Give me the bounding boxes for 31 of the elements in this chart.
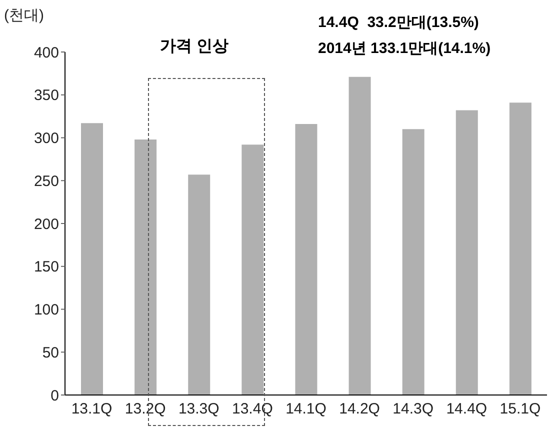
bar bbox=[134, 139, 157, 395]
x-tick-label: 13.1Q bbox=[71, 400, 112, 418]
y-tick-label: 250 bbox=[34, 172, 59, 190]
y-tick-label: 0 bbox=[50, 387, 59, 404]
y-tick-label: 150 bbox=[34, 258, 59, 276]
y-axis-title: (천대) bbox=[4, 6, 44, 25]
y-tick-label: 100 bbox=[34, 302, 59, 319]
bar bbox=[188, 174, 210, 395]
x-tick-label: 14.1Q bbox=[286, 400, 326, 418]
bar bbox=[81, 123, 103, 395]
y-tick-label: 300 bbox=[34, 130, 59, 148]
annotation: 가격 인상 bbox=[160, 37, 228, 57]
x-tick-label: 13.2Q bbox=[124, 400, 166, 418]
x-tick-label: 14.3Q bbox=[392, 400, 434, 418]
text: 14.4Q 33.2만대(13.5%) bbox=[318, 13, 480, 33]
x-tick-label: 15.1Q bbox=[500, 400, 541, 418]
x-tick-label: 13.4Q bbox=[232, 400, 273, 418]
bar bbox=[402, 129, 424, 395]
y-tick-label: 400 bbox=[34, 44, 59, 62]
y-tick-label: 50 bbox=[42, 344, 59, 362]
x-tick-label: 14.2Q bbox=[339, 400, 380, 418]
bar bbox=[509, 102, 532, 395]
x-tick-label: 13.3Q bbox=[178, 400, 220, 418]
annotation: 2014년 133.1만대(14.1%) bbox=[318, 39, 491, 59]
bar bbox=[348, 76, 371, 395]
bar bbox=[242, 144, 264, 395]
x-tick-label: 14.4Q bbox=[446, 400, 488, 418]
bar bbox=[456, 110, 478, 395]
y-tick-label: 350 bbox=[34, 87, 59, 104]
y-tick-label: 200 bbox=[34, 216, 59, 233]
bar bbox=[295, 124, 318, 395]
